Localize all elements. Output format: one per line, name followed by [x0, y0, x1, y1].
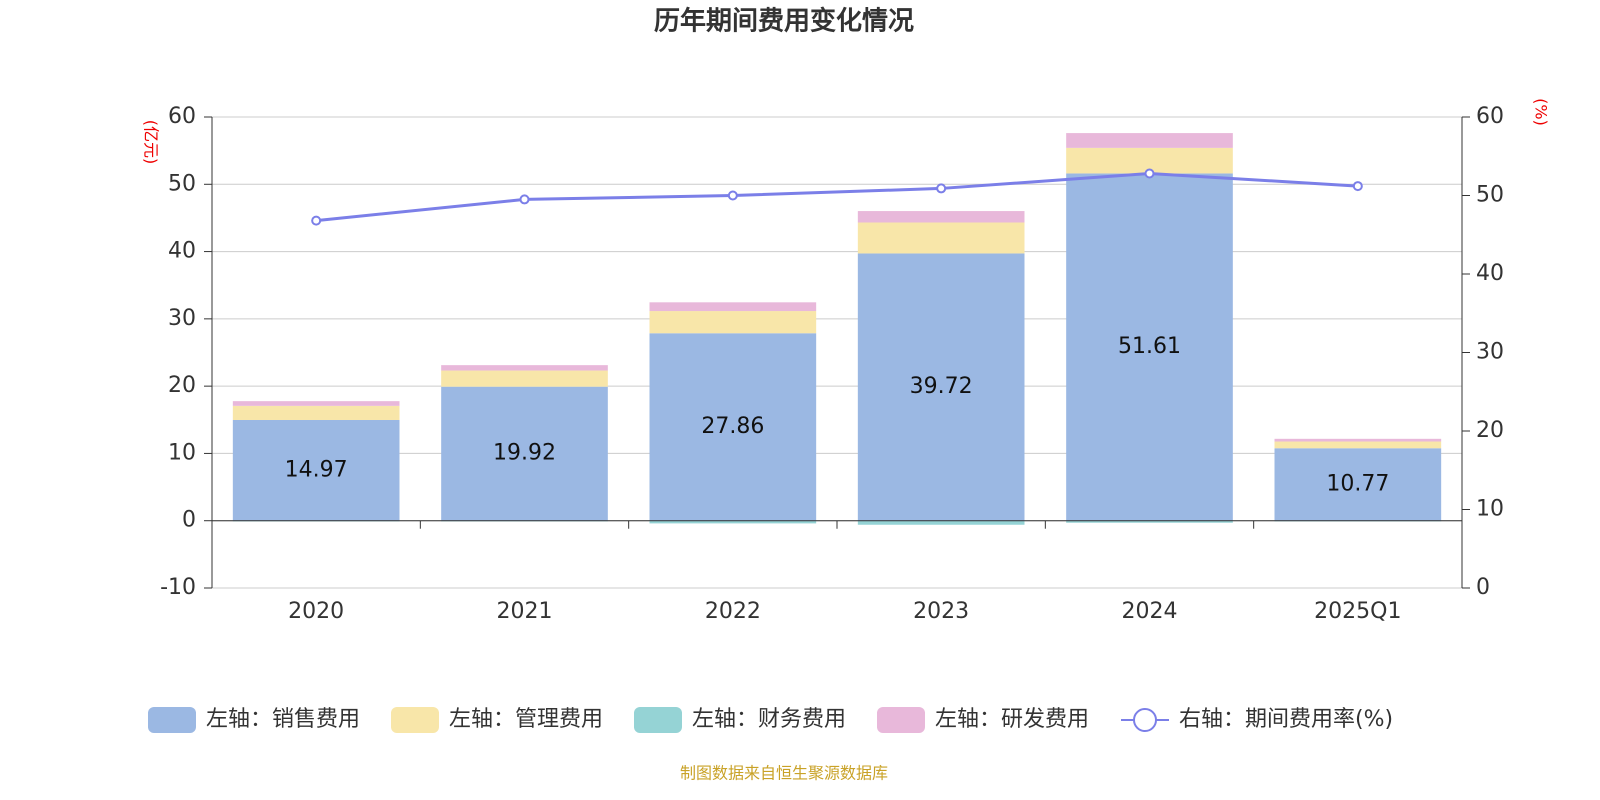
y-tick-label: 20	[168, 373, 196, 398]
bar	[1066, 520, 1233, 523]
legend-swatch	[148, 707, 196, 733]
legend-label: 左轴：财务费用	[692, 707, 846, 732]
bar	[649, 311, 817, 334]
data-label: 10.77	[1326, 471, 1389, 496]
legend-label: 右轴：期间费用率(%)	[1179, 707, 1393, 732]
line-point	[1352, 181, 1363, 192]
legend-label: 左轴：销售费用	[206, 707, 360, 732]
bar	[441, 386, 608, 521]
bar	[232, 401, 400, 406]
legend-swatch	[1133, 708, 1157, 732]
line-point	[311, 215, 322, 226]
y2-tick-label: 40	[1476, 261, 1504, 286]
bar	[857, 211, 1025, 223]
y-tick-label: 0	[182, 508, 196, 533]
x-tick-label: 2022	[705, 599, 761, 624]
bar	[857, 520, 1025, 525]
bar	[441, 365, 608, 371]
x-tick-label: 2024	[1122, 599, 1178, 624]
bar	[1066, 173, 1233, 521]
legend-swatch	[634, 707, 682, 733]
bar	[441, 370, 608, 387]
source-note: 制图数据来自恒生聚源数据库	[680, 764, 888, 783]
y-tick-label: 50	[168, 171, 196, 196]
y2-axis-unit: (%)	[1532, 98, 1551, 126]
y2-tick-label: 50	[1476, 183, 1504, 208]
data-label: 27.86	[701, 414, 764, 439]
legend-label: 左轴：管理费用	[449, 707, 603, 732]
legend-swatch	[391, 707, 439, 733]
bar	[857, 222, 1025, 254]
x-tick-label: 2025Q1	[1314, 599, 1401, 624]
y-tick-label: 10	[168, 440, 196, 465]
y-tick-label: 60	[168, 104, 196, 129]
data-label: 14.97	[285, 457, 348, 482]
y2-tick-label: 0	[1476, 575, 1490, 600]
legend-swatch	[877, 707, 925, 733]
line	[316, 172, 1358, 223]
data-label: 39.72	[910, 374, 973, 399]
y-tick-label: 30	[168, 306, 196, 331]
x-tick-label: 2023	[913, 599, 969, 624]
bar	[649, 302, 817, 312]
line-point	[936, 183, 947, 194]
y2-tick-label: 30	[1476, 340, 1504, 365]
bar	[649, 520, 817, 524]
y2-tick-label: 10	[1476, 497, 1504, 522]
data-label: 51.61	[1118, 334, 1181, 359]
line-point	[1144, 168, 1155, 179]
bar	[232, 405, 400, 420]
y2-tick-label: 60	[1476, 104, 1504, 129]
line-point	[519, 194, 530, 205]
bar	[1066, 133, 1233, 148]
bar	[1274, 448, 1442, 521]
line-point	[727, 190, 738, 201]
bar	[1274, 441, 1442, 449]
y-tick-label: 40	[168, 239, 196, 264]
y-axis-unit: (亿元)	[142, 120, 161, 165]
data-label: 19.92	[493, 441, 556, 466]
x-tick-label: 2021	[497, 599, 553, 624]
chart-title: 历年期间费用变化情况	[654, 6, 914, 37]
y-tick-label: -10	[160, 575, 196, 600]
y2-tick-label: 20	[1476, 418, 1504, 443]
bar	[857, 253, 1025, 521]
bar	[232, 419, 400, 521]
bar	[1274, 438, 1442, 442]
bar	[649, 333, 817, 521]
x-tick-label: 2020	[288, 599, 344, 624]
legend-label: 左轴：研发费用	[935, 707, 1089, 732]
